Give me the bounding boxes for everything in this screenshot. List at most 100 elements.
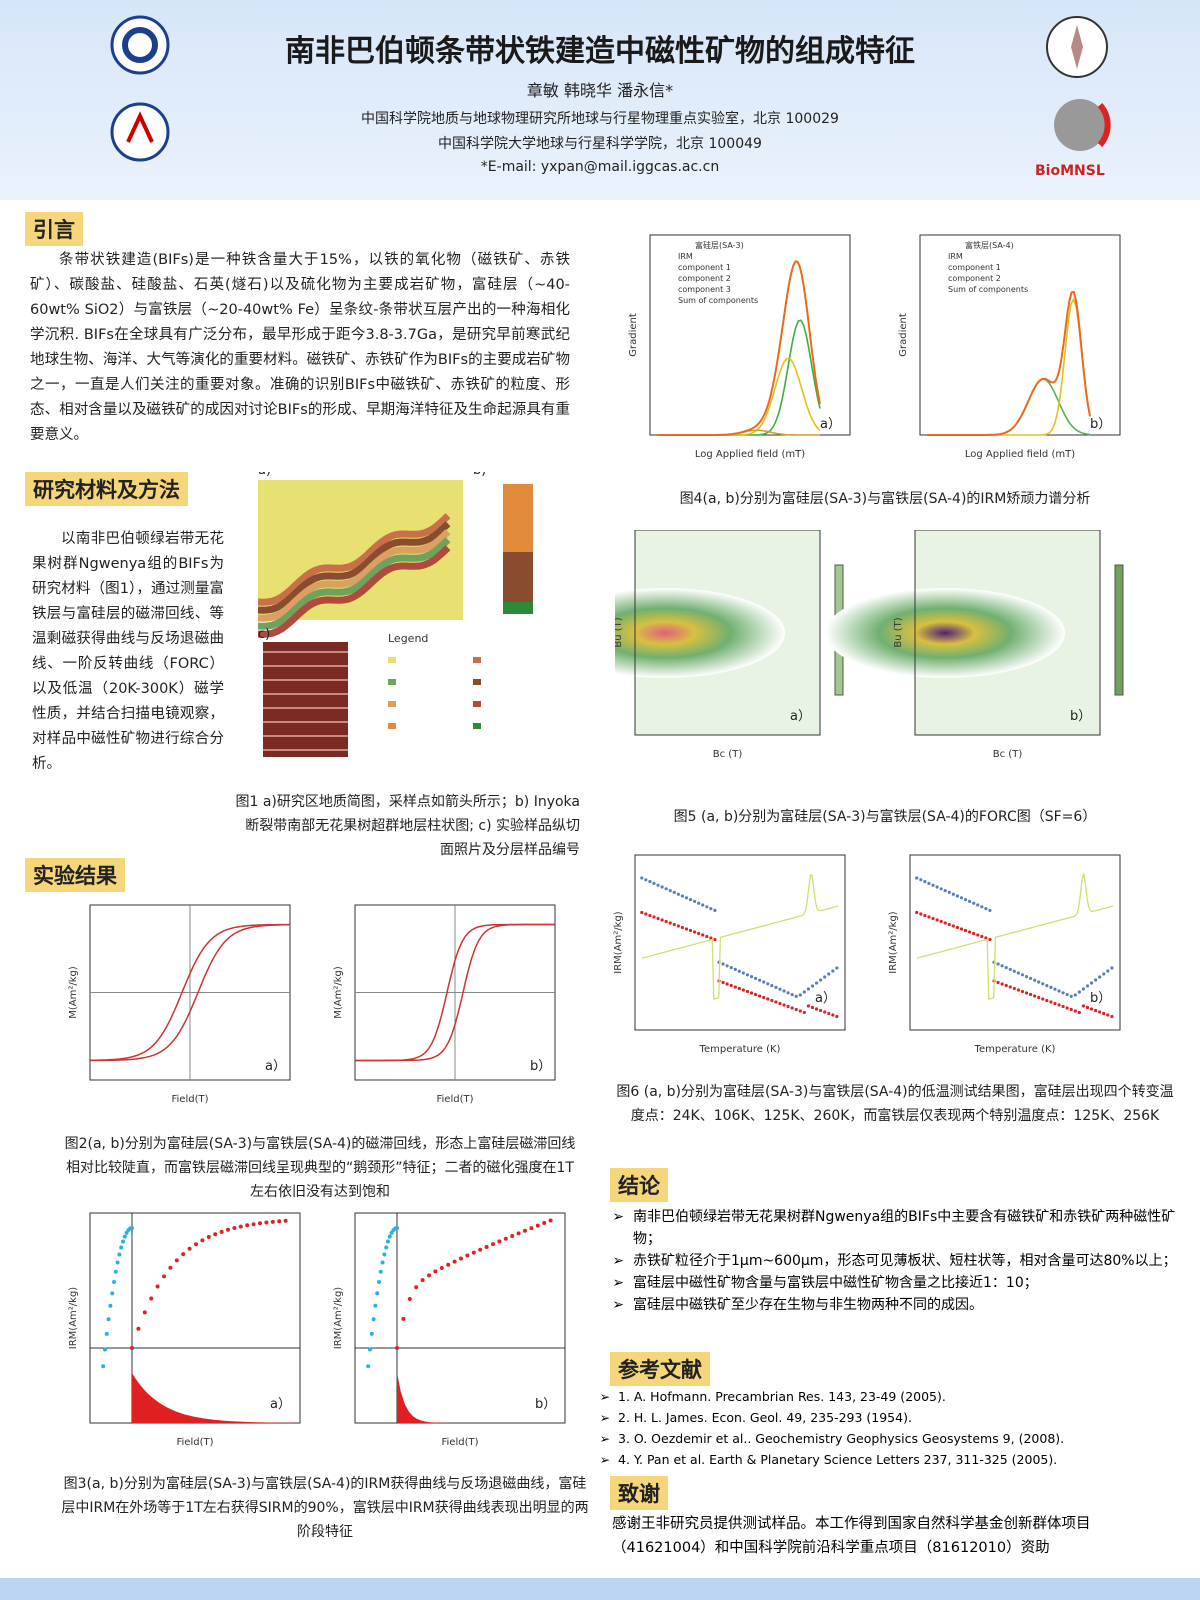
zfc-point	[794, 994, 798, 998]
backfield-point	[113, 1269, 118, 1274]
zfc-point	[915, 876, 919, 880]
zfc-point	[996, 962, 1000, 966]
backfield-point	[368, 1347, 372, 1352]
fc-point	[1106, 1013, 1110, 1017]
zfc-point	[976, 903, 980, 907]
zfc-point	[827, 972, 831, 976]
irm-point	[155, 1284, 160, 1289]
x-axis-label: Bc (T)	[993, 749, 1023, 760]
irm-point	[283, 1218, 288, 1223]
zfc-point	[758, 978, 762, 982]
fc-point	[762, 995, 766, 1000]
x-axis-label: Field(T)	[172, 1094, 209, 1105]
zfc-point	[1033, 978, 1037, 982]
fc-point	[713, 937, 717, 942]
y-axis-label: Gradient	[898, 313, 909, 357]
x-axis-label: Log Applied field (mT)	[965, 449, 1075, 460]
fc-point	[823, 1010, 827, 1014]
fc-point	[656, 916, 660, 921]
zfc-point	[1000, 964, 1004, 968]
fc-point	[697, 931, 701, 936]
reference: 1. A. Hofmann. Precambrian Res. 143, 23-…	[618, 1386, 1178, 1407]
panel-label: a）	[815, 991, 836, 1006]
zfc-point	[980, 905, 984, 909]
fc-point	[693, 930, 697, 934]
zfc-point	[729, 966, 733, 970]
irm-point	[465, 1253, 470, 1258]
authors: 章敏 韩晓华 潘永信*	[526, 81, 674, 100]
caption: 图4(a, b)分别为富硅层(SA-3)与富铁层(SA-4)的IRM矫顽力谱分析	[679, 491, 1091, 507]
map-band	[258, 545, 451, 638]
irm-point	[174, 1258, 179, 1263]
zfc-point	[790, 993, 794, 997]
derivative	[397, 1363, 557, 1423]
header-band	[0, 0, 1200, 200]
zfc-point	[923, 880, 927, 884]
irm-point	[232, 1226, 237, 1231]
bullet-item: 南非巴伯顿绿岩带无花果树群Ngwenya组的BIFs中主要含有磁铁矿和赤铁矿两种…	[633, 1206, 1198, 1250]
fc-point	[939, 919, 943, 924]
zfc-point	[1085, 984, 1090, 988]
backfield-point	[101, 1364, 106, 1369]
zfc-point	[951, 892, 955, 896]
component-curve	[926, 378, 1091, 436]
backfield-point	[115, 1260, 120, 1265]
zfc-point	[778, 987, 782, 991]
plot-frame	[634, 530, 821, 736]
panel-label: a)	[258, 472, 271, 478]
panel-label: b）	[535, 1397, 556, 1412]
fc-point	[972, 931, 976, 936]
component-curve	[656, 319, 821, 436]
fc-point	[923, 913, 927, 918]
fc-point	[1045, 998, 1049, 1003]
loop-branch	[90, 923, 290, 1062]
fc-point	[1110, 1014, 1114, 1019]
legend-swatch	[388, 657, 396, 663]
legend-entry: component 1	[948, 263, 1001, 272]
irm-point	[439, 1265, 444, 1270]
loop-branch	[90, 923, 290, 1062]
section-heading: 研究材料及方法	[25, 472, 188, 506]
fc-point	[1073, 1009, 1077, 1013]
zfc-point	[709, 907, 713, 911]
irm-point	[200, 1238, 205, 1243]
irm-point	[523, 1228, 527, 1233]
fc-point	[1089, 1007, 1094, 1011]
fc-point	[778, 1001, 782, 1006]
y-axis-label: Gradient	[628, 313, 639, 357]
irm-point	[181, 1252, 186, 1257]
loop-branch	[355, 923, 555, 1062]
irm-point	[459, 1256, 463, 1261]
irm-point	[542, 1221, 547, 1226]
fc-point	[1020, 989, 1025, 994]
map-band	[258, 513, 451, 606]
backfield-point	[387, 1234, 392, 1239]
irm-point	[529, 1226, 534, 1231]
fc-point	[749, 991, 754, 995]
caption: 图2(a, b)分别为富硅层(SA-3)与富铁层(SA-4)的磁滞回线，形态上富…	[64, 1136, 576, 1200]
zfc-point	[810, 984, 815, 988]
plot-frame	[354, 1212, 566, 1424]
zfc-point	[939, 887, 943, 891]
zfc-point	[831, 969, 835, 973]
zfc-point	[1012, 969, 1016, 973]
irm-point	[251, 1222, 256, 1227]
panel-label: b）	[1090, 417, 1111, 432]
section-heading: 结论	[610, 1168, 668, 1202]
fc-point	[1069, 1007, 1073, 1012]
zfc-point	[1069, 994, 1073, 998]
fc-point	[1077, 1010, 1081, 1015]
zfc-point	[935, 885, 939, 889]
zfc-point	[1065, 993, 1069, 997]
sum-curve	[926, 290, 1091, 436]
fc-point	[1000, 982, 1004, 986]
fc-point	[786, 1004, 790, 1009]
irm-point	[420, 1278, 425, 1283]
caption: 图3(a, b)分别为富硅层(SA-3)与富铁层(SA-4)的IRM获得曲线与反…	[61, 1476, 589, 1540]
fc-point	[1037, 995, 1041, 1000]
bullet-item: 富硅层中磁性矿物含量与富铁层中磁性矿物含量之比接近1：10；	[633, 1272, 1198, 1294]
irm-point	[238, 1224, 243, 1229]
zfc-point	[713, 908, 717, 912]
fc-point	[640, 910, 644, 915]
